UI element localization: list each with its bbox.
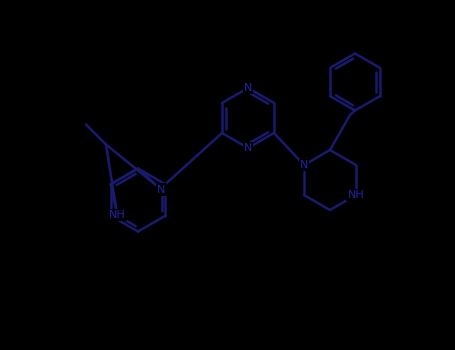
Text: N: N <box>244 143 252 153</box>
Text: N: N <box>244 83 252 93</box>
Text: N: N <box>300 160 308 170</box>
Text: NH: NH <box>348 190 364 200</box>
Text: NH: NH <box>109 210 126 220</box>
Text: N: N <box>157 184 166 195</box>
